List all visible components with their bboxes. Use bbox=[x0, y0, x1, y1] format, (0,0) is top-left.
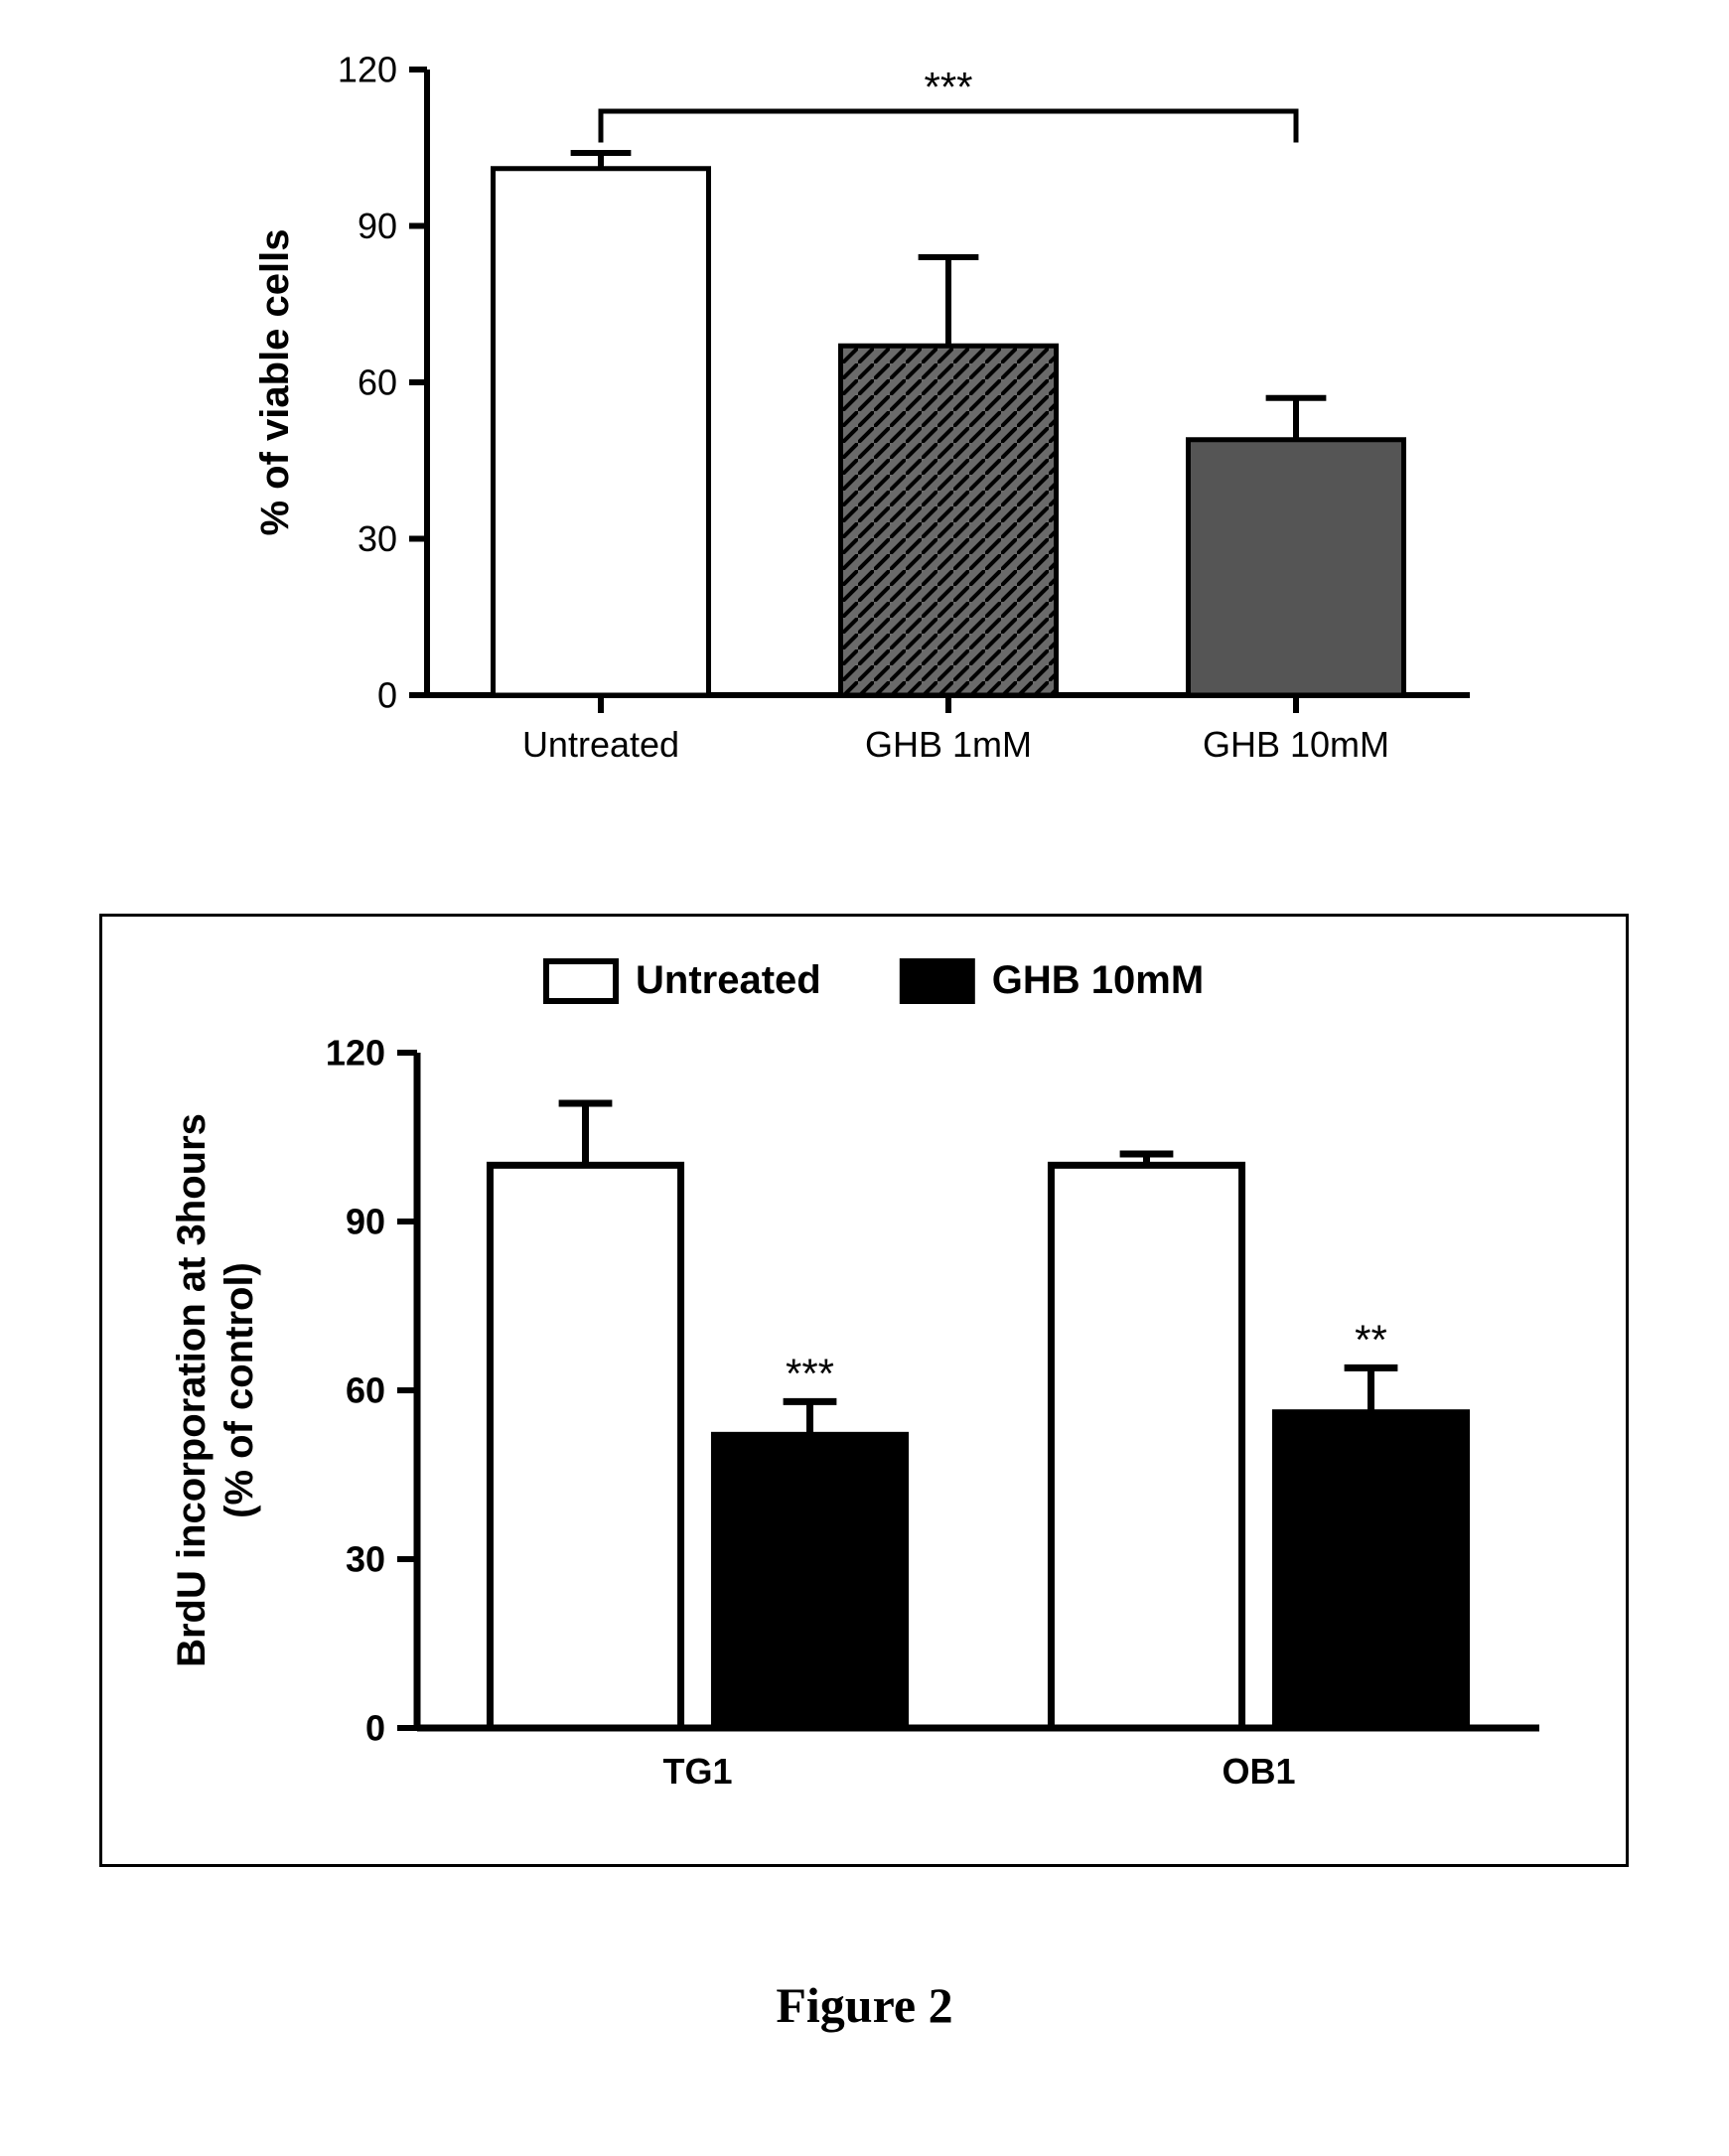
svg-text:0: 0 bbox=[377, 675, 397, 716]
svg-text:GHB 10mM: GHB 10mM bbox=[1203, 724, 1389, 765]
svg-text:GHB 10mM: GHB 10mM bbox=[992, 958, 1204, 1002]
figure-caption: Figure 2 bbox=[0, 1976, 1729, 2034]
svg-text:30: 30 bbox=[358, 518, 397, 559]
svg-text:GHB 1mM: GHB 1mM bbox=[865, 724, 1032, 765]
svg-text:OB1: OB1 bbox=[1222, 1751, 1295, 1792]
svg-text:120: 120 bbox=[326, 1033, 385, 1074]
svg-text:BrdU incorporation at 3hours: BrdU incorporation at 3hours bbox=[170, 1113, 214, 1667]
svg-text:**: ** bbox=[1355, 1316, 1387, 1363]
svg-text:Untreated: Untreated bbox=[522, 724, 679, 765]
chart-b: 0 30 60 90 120 BrdU incorporation at 3hours(%… bbox=[159, 943, 1569, 1837]
svg-text:60: 60 bbox=[346, 1370, 385, 1411]
svg-text:0: 0 bbox=[365, 1708, 385, 1749]
svg-text:TG1: TG1 bbox=[662, 1751, 732, 1792]
svg-text:30: 30 bbox=[346, 1539, 385, 1580]
svg-text:60: 60 bbox=[358, 362, 397, 403]
svg-text:Untreated: Untreated bbox=[636, 958, 821, 1002]
svg-text:120: 120 bbox=[338, 50, 397, 90]
svg-text:90: 90 bbox=[346, 1202, 385, 1242]
chart-a: 0 30 60 90 120 % of viable cells Untreated GHB … bbox=[238, 30, 1490, 814]
svg-text:(% of control): (% of control) bbox=[217, 1262, 261, 1518]
svg-text:***: *** bbox=[786, 1350, 834, 1396]
svg-text:90: 90 bbox=[358, 206, 397, 246]
svg-text:% of viable cells: % of viable cells bbox=[253, 228, 297, 535]
svg-text:***: *** bbox=[924, 64, 972, 110]
figure-page: 0 30 60 90 120 % of viable cells Untreated GHB … bbox=[0, 0, 1729, 2156]
